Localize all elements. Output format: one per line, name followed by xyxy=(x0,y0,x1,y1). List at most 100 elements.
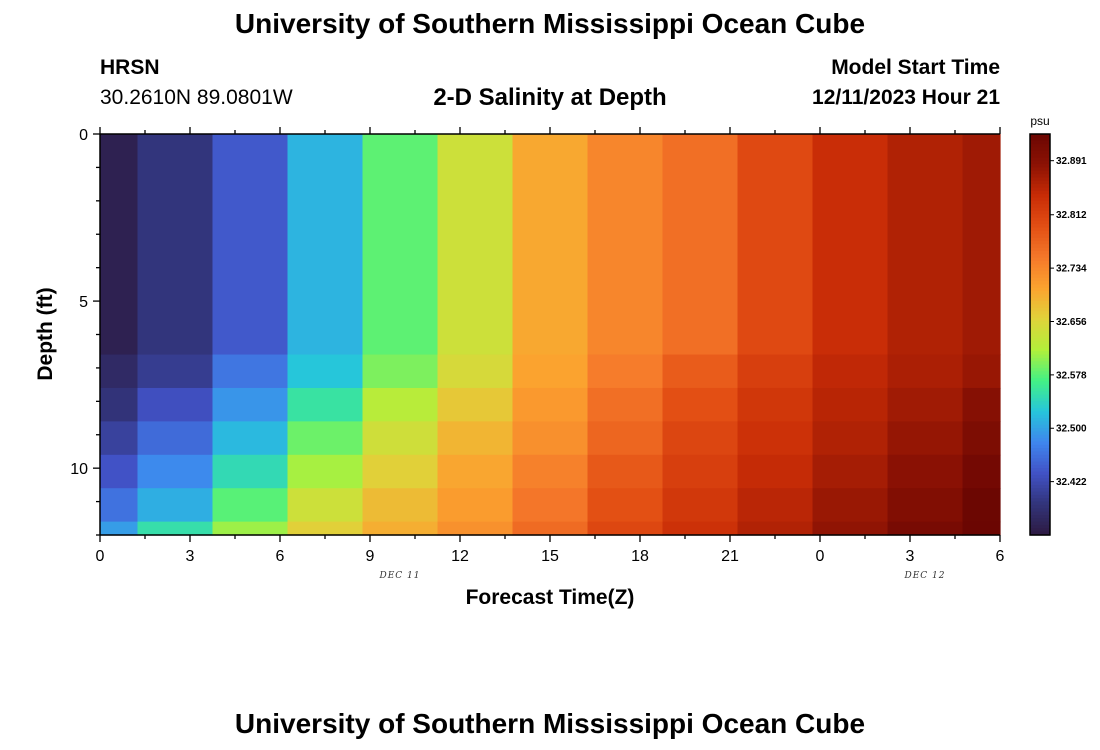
heatmap-cell xyxy=(737,134,814,356)
x-tick-label: 15 xyxy=(541,548,559,565)
heatmap-cell xyxy=(737,421,814,456)
heatmap-cell xyxy=(512,521,589,536)
heatmap-cell xyxy=(212,521,289,536)
colorbar-segment xyxy=(1030,458,1050,463)
colorbar-segment xyxy=(1030,257,1050,262)
colorbar-segment xyxy=(1030,357,1050,362)
colorbar-segment xyxy=(1030,347,1050,352)
x-tick-label: 12 xyxy=(451,548,469,565)
colorbar-segment xyxy=(1030,454,1050,459)
colorbar-segment xyxy=(1030,314,1050,319)
colorbar-segment xyxy=(1030,331,1050,336)
colorbar-segment xyxy=(1030,528,1050,533)
x-tick-label: 21 xyxy=(721,548,739,565)
colorbar-segment xyxy=(1030,287,1050,292)
colorbar-tick-label: 32.500 xyxy=(1056,424,1087,435)
colorbar-segment xyxy=(1030,237,1050,242)
colorbar-segment xyxy=(1030,200,1050,205)
colorbar-segment xyxy=(1030,431,1050,436)
colorbar-segment xyxy=(1030,421,1050,426)
colorbar-segment xyxy=(1030,384,1050,389)
colorbar-segment xyxy=(1030,177,1050,182)
colorbar-segment xyxy=(1030,327,1050,332)
heatmap-cell xyxy=(512,387,589,422)
heatmap-cell xyxy=(212,488,289,523)
colorbar-segment xyxy=(1030,391,1050,396)
heatmap-cell xyxy=(137,521,214,536)
colorbar-segment xyxy=(1030,230,1050,235)
heatmap-cell xyxy=(737,488,814,523)
heatmap-cell xyxy=(287,134,364,356)
colorbar-segment xyxy=(1030,514,1050,519)
colorbar-segment xyxy=(1030,381,1050,386)
heatmap-cell xyxy=(962,421,1001,456)
colorbar-segment xyxy=(1030,170,1050,175)
x-tick-label: 3 xyxy=(906,548,915,565)
heatmap-cell xyxy=(100,488,139,523)
heatmap-cell xyxy=(812,421,889,456)
colorbar-segment xyxy=(1030,371,1050,376)
heatmap-cell xyxy=(887,488,964,523)
heatmap-cell xyxy=(737,454,814,489)
colorbar-segment xyxy=(1030,271,1050,275)
heatmap-cell xyxy=(962,387,1001,422)
colorbar-segment xyxy=(1030,254,1050,259)
x-tick-label: 18 xyxy=(631,548,649,565)
colorbar-segment xyxy=(1030,481,1050,486)
colorbar-segment xyxy=(1030,147,1050,152)
colorbar-segment xyxy=(1030,361,1050,366)
heatmap-cell xyxy=(137,421,214,456)
colorbar-segment xyxy=(1030,224,1050,229)
colorbar-segment xyxy=(1030,397,1050,402)
heatmap-cell xyxy=(887,387,964,422)
colorbar-segment xyxy=(1030,418,1050,422)
colorbar-segment xyxy=(1030,471,1050,476)
y-tick-label: 5 xyxy=(79,294,88,311)
x-tick-label: 0 xyxy=(96,548,105,565)
colorbar-segment xyxy=(1030,411,1050,416)
heatmap-cell xyxy=(437,488,514,523)
heatmap-cell xyxy=(437,521,514,536)
colorbar-segment xyxy=(1030,277,1050,282)
heatmap-cell xyxy=(812,454,889,489)
heatmap-cell xyxy=(662,521,739,536)
heatmap-cell xyxy=(212,134,289,356)
heatmap-cell xyxy=(587,387,664,422)
colorbar-segment xyxy=(1030,434,1050,439)
heatmap-cell xyxy=(662,134,739,356)
colorbar-segment xyxy=(1030,474,1050,479)
heatmap-cell xyxy=(362,387,439,422)
y-tick-label: 0 xyxy=(79,127,88,144)
heatmap-cell xyxy=(287,354,364,389)
colorbar-segment xyxy=(1030,194,1050,199)
heatmap-cell xyxy=(287,521,364,536)
colorbar-segment xyxy=(1030,217,1050,222)
heatmap-cell xyxy=(812,521,889,536)
x-tick-label: 6 xyxy=(276,548,285,565)
colorbar-segment xyxy=(1030,448,1050,453)
x-tick-label: 9 xyxy=(366,548,375,565)
colorbar-segment xyxy=(1030,250,1050,255)
heatmap-cell xyxy=(512,488,589,523)
colorbar-frame xyxy=(1029,133,1051,536)
colorbar-segment xyxy=(1030,367,1050,372)
colorbar-tick-label: 32.578 xyxy=(1056,370,1087,381)
heatmap-cell xyxy=(587,488,664,523)
colorbar-segment xyxy=(1030,478,1050,483)
heatmap-cell xyxy=(587,421,664,456)
date-label: DEC 12 xyxy=(904,571,946,581)
heatmap-cell xyxy=(100,521,139,536)
heatmap-cell xyxy=(587,521,664,536)
colorbar-segment xyxy=(1030,524,1050,529)
colorbar-segment xyxy=(1030,304,1050,309)
colorbar-segment xyxy=(1030,154,1050,158)
heatmap-cell xyxy=(887,454,964,489)
heatmap-cell xyxy=(662,354,739,389)
date-label: DEC 11 xyxy=(379,571,421,581)
colorbar-segment xyxy=(1030,260,1050,265)
heatmap-cell xyxy=(137,134,214,356)
heatmap-cell xyxy=(962,134,1001,356)
colorbar-segment xyxy=(1030,190,1050,195)
heatmap-cell xyxy=(887,134,964,356)
